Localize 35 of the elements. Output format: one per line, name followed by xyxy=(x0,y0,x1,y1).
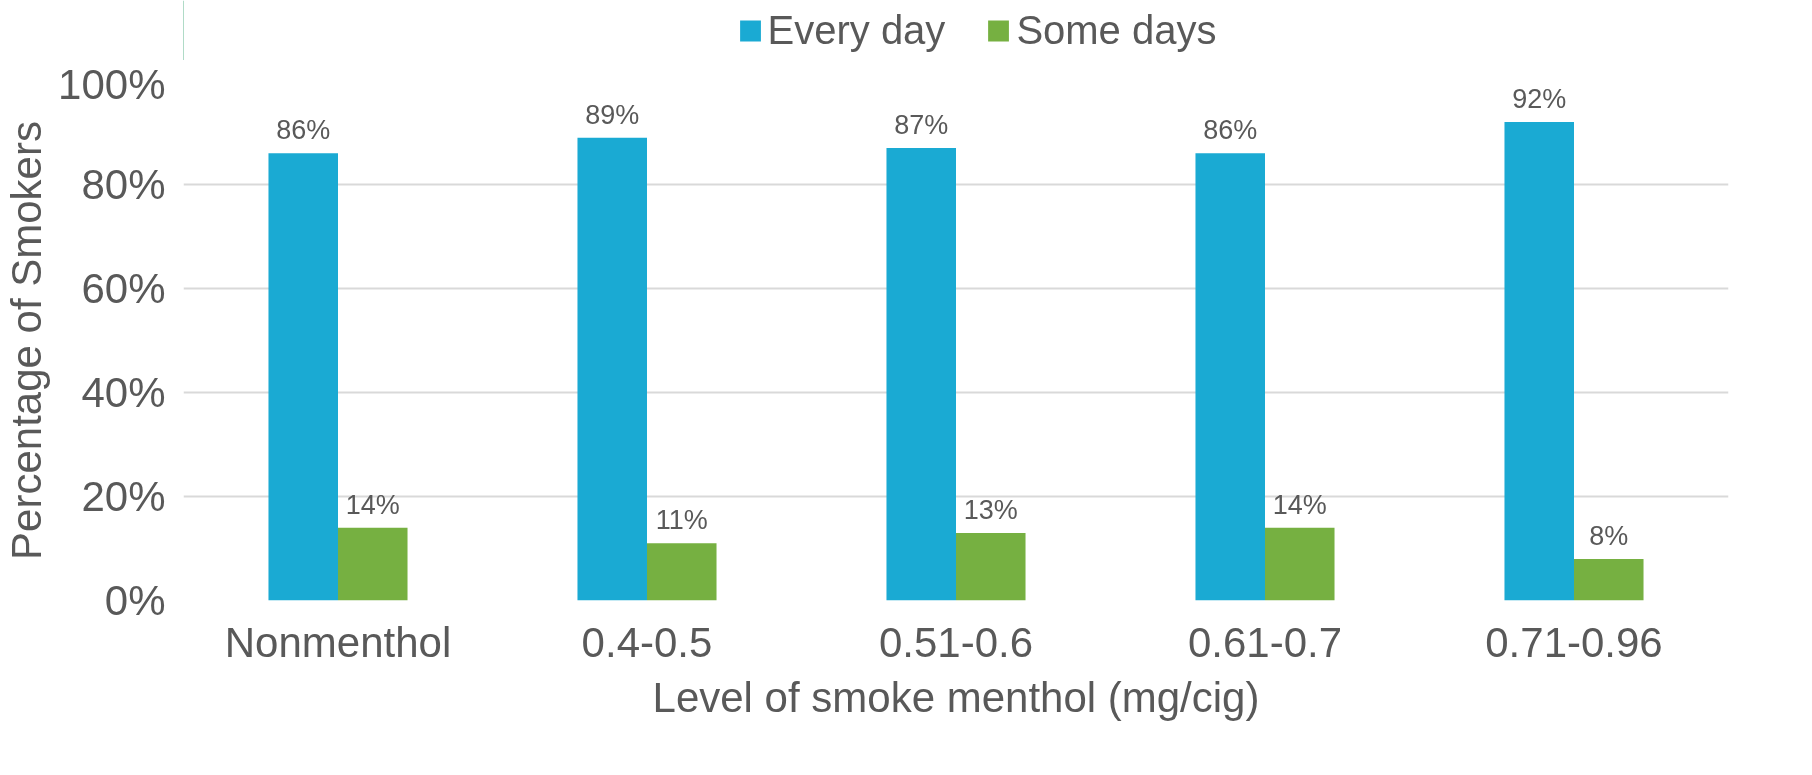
data-label: 86% xyxy=(276,115,331,146)
bar xyxy=(956,532,1026,601)
x-axis-title: Level of smoke menthol (mg/cig) xyxy=(652,673,1260,721)
data-label: 86% xyxy=(1203,115,1258,146)
y-tick-label: 60% xyxy=(81,265,166,312)
y-tick-label: 40% xyxy=(81,369,166,416)
bar xyxy=(1574,558,1644,601)
y-tick-label: 0% xyxy=(104,577,166,624)
x-tick-label: 0.51-0.6 xyxy=(878,618,1034,666)
y-tick-label: 100% xyxy=(58,60,166,108)
bar xyxy=(886,148,956,601)
data-label: 14% xyxy=(345,489,400,520)
x-tick-label: 0.71-0.96 xyxy=(1485,618,1663,666)
bar xyxy=(268,153,338,601)
x-tick-label: 0.4-0.5 xyxy=(581,618,713,666)
data-label: 89% xyxy=(585,99,640,130)
data-label: 11% xyxy=(655,505,708,536)
data-label: 14% xyxy=(1272,489,1327,520)
y-tick-label: 20% xyxy=(81,473,166,520)
data-label: 87% xyxy=(894,110,949,141)
legend-label: Every day xyxy=(767,7,946,53)
data-label: 13% xyxy=(963,494,1018,525)
legend-label: Some days xyxy=(1016,7,1217,53)
bar xyxy=(1265,527,1335,601)
bar xyxy=(577,137,647,601)
bar xyxy=(647,543,717,601)
y-axis-title: Percentage of Smokers xyxy=(3,121,51,560)
y-tick-label: 80% xyxy=(81,161,166,208)
x-tick-label: Nonmenthol xyxy=(224,618,452,666)
data-label: 92% xyxy=(1512,84,1567,115)
bar xyxy=(1195,153,1265,601)
bar xyxy=(1504,122,1574,601)
x-tick-label: 0.61-0.7 xyxy=(1187,618,1343,666)
data-label: 8% xyxy=(1589,520,1629,551)
bar xyxy=(338,527,408,601)
